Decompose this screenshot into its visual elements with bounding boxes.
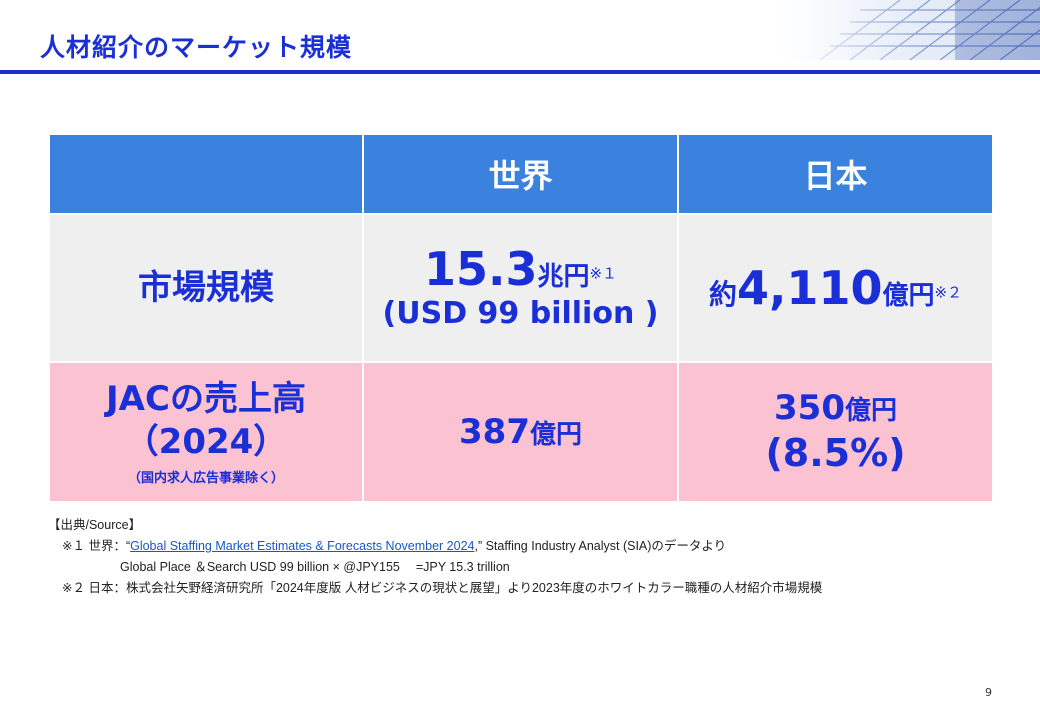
japan-jac-sales-value: 350	[774, 388, 845, 428]
cell-world-market-size: 15.3兆円※１ (USD 99 billion )	[362, 213, 679, 363]
world-market-usd: (USD 99 billion )	[382, 295, 659, 331]
title-underline	[0, 70, 1040, 74]
table-row-market-size: 市場規模 15.3兆円※１ (USD 99 billion ) 約4,110億円…	[48, 213, 994, 363]
row-label-market-size: 市場規模	[48, 213, 364, 363]
source-note-2: ※２ 日本：株式会社矢野経済研究所「2024年度版 人材ビジネスの現状と展望」よ…	[62, 581, 823, 595]
source-note-1-suffix: ,” Staffing Industry Analyst (SIA)のデータより	[474, 539, 727, 553]
japan-market-prefix: 約	[708, 277, 737, 311]
japan-jac-sales-unit: 億円	[844, 396, 897, 426]
page-number: 9	[985, 686, 992, 699]
header-decoration-image	[780, 0, 1040, 60]
world-jac-sales-value: 387	[459, 411, 530, 452]
row-label-jac-sales: JACの売上高 （2024） （国内求人広告事業除く）	[48, 361, 364, 503]
header-japan: 日本	[677, 133, 994, 215]
source-note-1-prefix: ※１ 世界：“	[62, 539, 131, 553]
world-market-unit: 兆円	[537, 261, 590, 292]
japan-market-footnote-marker: ※２	[934, 283, 963, 302]
source-note-1-detail: Global Place ＆Search USD 99 billion × @J…	[120, 560, 510, 574]
market-size-table: 世界 日本 市場規模 15.3兆円※１ (USD 99 billion ) 約4…	[48, 133, 994, 503]
table-header-row: 世界 日本	[48, 133, 994, 215]
japan-jac-sales-share: (8.5%)	[765, 430, 906, 475]
table-row-jac-sales: JACの売上高 （2024） （国内求人広告事業除く） 387億円 350億円 …	[48, 361, 994, 503]
japan-market-unit: 億円	[882, 280, 935, 311]
jac-sales-year: （2024）	[124, 421, 288, 462]
market-size-label: 市場規模	[138, 267, 274, 308]
world-market-footnote-marker: ※１	[589, 264, 618, 283]
page-title: 人材紹介のマーケット規模	[40, 33, 353, 62]
header-world: 世界	[362, 133, 679, 215]
world-market-value: 15.3	[423, 241, 538, 296]
jac-sales-label: JACの売上高	[106, 379, 306, 419]
japan-market-value: 4,110	[736, 260, 883, 315]
source-heading: 【出典/Source】	[48, 518, 142, 532]
jac-sales-scope-note: （国内求人広告事業除く）	[127, 471, 284, 486]
world-jac-sales-unit: 億円	[529, 419, 582, 450]
source-notes: 【出典/Source】 ※１ 世界：“Global Staffing Marke…	[48, 515, 1028, 599]
cell-japan-jac-sales: 350億円 (8.5%)	[677, 361, 994, 503]
source-note-1-link[interactable]: Global Staffing Market Estimates & Forec…	[130, 539, 475, 553]
cell-world-jac-sales: 387億円	[362, 361, 679, 503]
cell-japan-market-size: 約4,110億円※２	[677, 213, 994, 363]
header-empty-cell	[48, 133, 364, 215]
source-note-1: ※１ 世界：“Global Staffing Market Estimates …	[48, 536, 1028, 557]
